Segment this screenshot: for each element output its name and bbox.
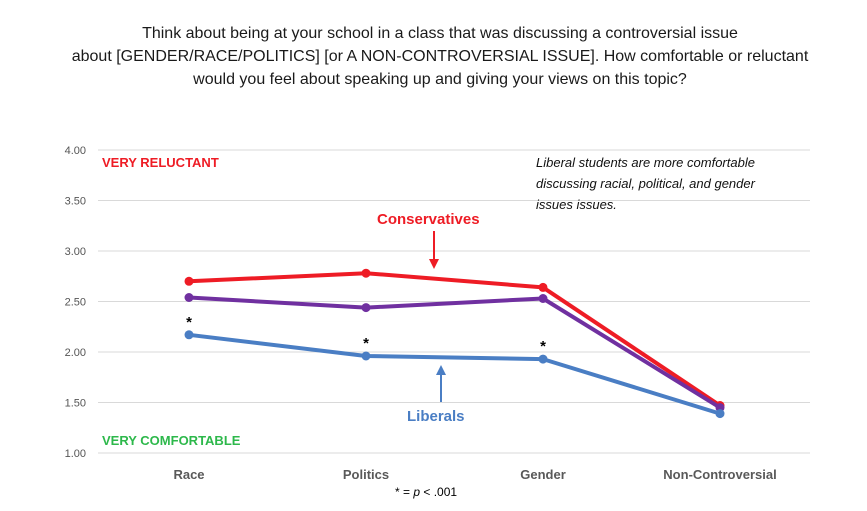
significance-star: * — [363, 335, 369, 352]
significance-markers: * * * — [186, 314, 546, 355]
conservatives-point — [184, 276, 194, 286]
x-tick-label: Politics — [343, 467, 389, 482]
conservatives-arrow — [429, 231, 439, 269]
footnote-prefix: * = — [395, 485, 413, 499]
significance-star: * — [186, 314, 192, 331]
y-tick-label: 3.00 — [65, 246, 86, 258]
annotation-line-3: issues issues. — [536, 197, 617, 212]
x-tick-label: Race — [173, 467, 204, 482]
very-reluctant-label: VERY RELUCTANT — [102, 155, 219, 170]
footnote-suffix: < .001 — [420, 485, 457, 499]
series-liberals — [184, 330, 725, 419]
y-tick-label: 2.50 — [65, 297, 86, 309]
conservatives-point — [361, 268, 371, 278]
liberals-arrow — [436, 365, 446, 402]
x-tick-label: Gender — [520, 467, 566, 482]
very-comfortable-label: VERY COMFORTABLE — [102, 433, 241, 448]
footnote: * = p < .001 — [395, 485, 457, 499]
y-tick-label: 4.00 — [65, 145, 86, 157]
chart-title-line-3: would you feel about speaking up and giv… — [193, 71, 687, 88]
y-tick-label: 1.50 — [65, 398, 86, 410]
middle-point — [538, 294, 548, 303]
middle-point — [361, 303, 371, 313]
y-tick-label: 2.00 — [65, 347, 86, 359]
chart-title-line-1: Think about being at your school in a cl… — [142, 25, 738, 42]
conservatives-line — [187, 271, 722, 408]
conservatives-point — [538, 282, 548, 292]
liberals-point — [184, 330, 194, 340]
chart-title: Think about being at your school in a cl… — [40, 22, 840, 91]
annotation-line-1: Liberal students are more comfortable — [536, 155, 755, 170]
middle-point — [184, 293, 194, 302]
series-middle — [184, 293, 725, 413]
y-axis: 1.00 1.50 2.00 2.50 3.00 3.50 4.00 — [65, 145, 86, 460]
footnote-p: p — [412, 485, 420, 499]
chart-title-line-2: about [GENDER/RACE/POLITICS] [or A NON-C… — [71, 48, 809, 65]
liberals-point — [361, 351, 371, 361]
liberals-point — [715, 409, 725, 419]
x-tick-label: Non-Controversial — [663, 467, 776, 482]
liberals-line — [187, 332, 722, 416]
series-lines — [184, 268, 725, 419]
y-tick-label: 3.50 — [65, 196, 86, 208]
conservatives-label: Conservatives — [377, 211, 480, 228]
significance-star: * — [540, 338, 546, 355]
liberals-point — [538, 354, 548, 364]
annotation-line-2: discussing racial, political, and gender — [536, 176, 756, 191]
y-tick-label: 1.00 — [65, 448, 86, 460]
x-axis: Race Politics Gender Non-Controversial — [173, 467, 776, 482]
middle-line — [187, 295, 722, 410]
liberals-label: Liberals — [407, 408, 465, 425]
